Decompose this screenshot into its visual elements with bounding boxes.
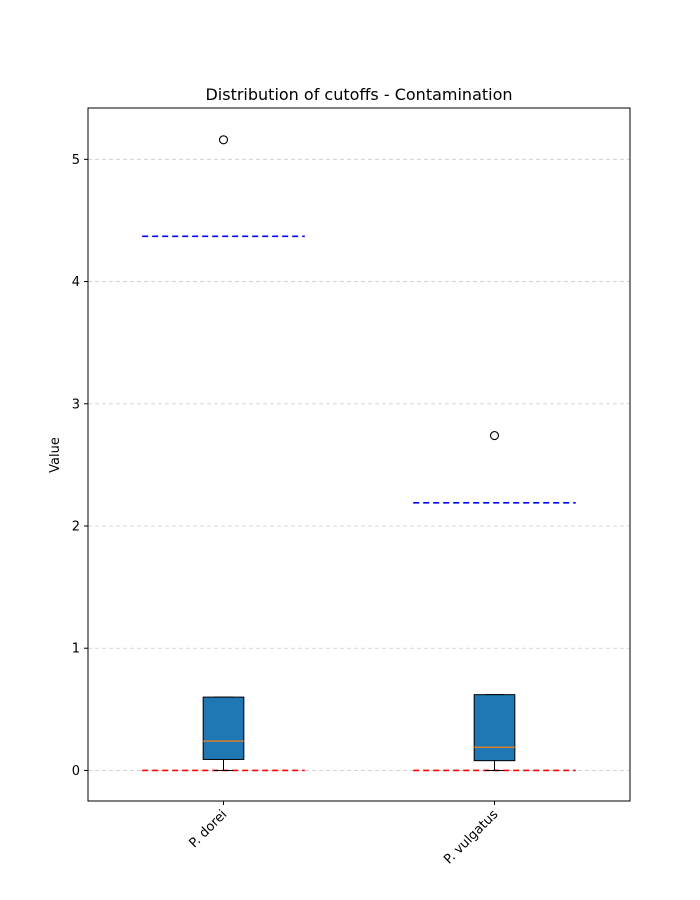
y-tick-label: 2	[72, 520, 80, 535]
plot-area-frame	[87, 107, 631, 802]
box	[202, 696, 245, 760]
box	[473, 694, 516, 762]
y-tick-label: 3	[72, 397, 80, 412]
chart-title: Distribution of cutoffs - Contamination	[205, 85, 512, 104]
grid-layer	[88, 158, 630, 771]
y-tick-label: 0	[72, 764, 80, 779]
y-tick-label: 5	[72, 153, 80, 168]
outlier-point	[489, 431, 500, 441]
y-tick-label: 1	[72, 642, 80, 657]
outlier-point	[218, 135, 229, 145]
plot-layer	[142, 135, 576, 772]
y-tick-label: 4	[72, 275, 80, 290]
y-axis-title: Value	[48, 437, 63, 473]
